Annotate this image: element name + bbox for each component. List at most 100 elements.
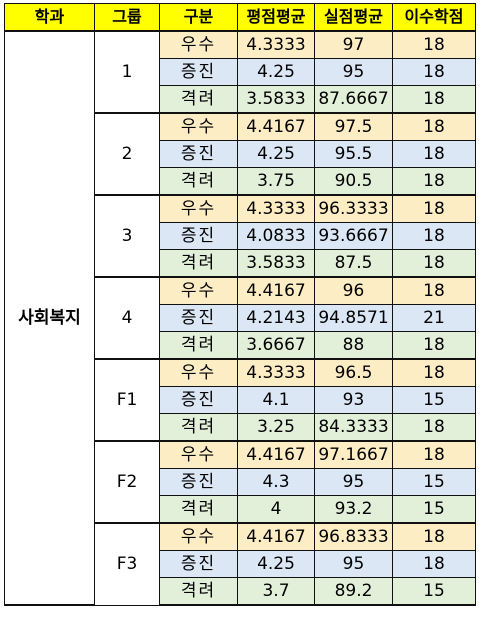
real-score-cell: 95 [314,468,393,496]
gpa-cell: 4.1 [237,386,315,414]
header-type: 구분 [159,3,238,32]
credits-cell: 18 [392,30,476,59]
gpa-cell: 4.0833 [237,222,315,250]
group-cell: F3 [94,522,160,606]
table-row: 증진 4.25 95 18 [5,58,476,86]
gpa-cell: 4.4167 [237,440,315,469]
credits-cell: 18 [392,413,476,442]
type-cell: 우수 [159,30,238,59]
table-row: 증진 4.1 93 15 [5,386,476,414]
gpa-cell: 3.6667 [237,331,315,360]
real-score-cell: 87.5 [314,249,393,278]
header-real: 실점평균 [314,3,393,32]
real-score-cell: 96.3333 [314,194,393,223]
type-cell: 우수 [159,358,238,387]
real-score-cell: 97.5 [314,112,393,141]
gpa-cell: 4.25 [237,140,315,168]
real-score-cell: 84.3333 [314,413,393,442]
group-cell: 3 [94,194,160,278]
dept-cell: 사회복지 [4,30,95,606]
gpa-cell: 3.5833 [237,249,315,278]
type-cell: 격려 [159,167,238,196]
gpa-cell: 3.5833 [237,85,315,114]
credits-cell: 18 [392,358,476,387]
type-cell: 격려 [159,85,238,114]
real-score-cell: 95 [314,550,393,578]
type-cell: 우수 [159,440,238,469]
table-row: 격려 3.5833 87.6667 18 [5,85,476,114]
gpa-cell: 4 [237,495,315,524]
table-row: 격려 3.5833 87.5 18 [5,249,476,278]
gpa-cell: 4.3333 [237,194,315,223]
header-row: 학과 그룹 구분 평점평균 실점평균 이수학점 [4,3,476,32]
real-score-cell: 97 [314,30,393,59]
group-cell: F2 [94,440,160,524]
credits-cell: 18 [392,140,476,168]
type-cell: 우수 [159,112,238,141]
gpa-cell: 4.3 [237,468,315,496]
type-cell: 증진 [159,468,238,496]
table-body: 사회복지 1 우수 4.3333 97 18 증진 4.25 95 18 격려 3.5833 87.66… [4,30,476,606]
group-cell: F1 [94,358,160,442]
credits-cell: 21 [392,304,476,332]
type-cell: 격려 [159,413,238,442]
real-score-cell: 96.5 [314,358,393,387]
header-group: 그룹 [94,3,160,32]
grade-table: 학과 그룹 구분 평점평균 실점평균 이수학점 사회복지 1 우수 4.3333 97 1… [4,3,476,606]
table-row: F3 우수 4.4167 96.8333 18 [5,522,476,606]
real-score-cell: 97.1667 [314,440,393,469]
credits-cell: 18 [392,112,476,141]
type-cell: 증진 [159,550,238,578]
credits-cell: 18 [392,331,476,360]
real-score-cell: 93 [314,386,393,414]
gpa-cell: 4.2143 [237,304,315,332]
gpa-cell: 4.4167 [237,522,315,551]
header-credits: 이수학점 [392,3,476,32]
header-gpa: 평점평균 [237,3,315,32]
real-score-cell: 88 [314,331,393,360]
type-cell: 증진 [159,304,238,332]
credits-cell: 15 [392,495,476,524]
real-score-cell: 96.8333 [314,522,393,551]
real-score-cell: 96 [314,276,393,305]
table-row: 증진 4.0833 93.6667 18 [5,222,476,250]
credits-cell: 18 [392,194,476,223]
real-score-cell: 94.8571 [314,304,393,332]
real-score-cell: 93.2 [314,495,393,524]
type-cell: 격려 [159,331,238,360]
gpa-cell: 4.25 [237,58,315,86]
type-cell: 우수 [159,194,238,223]
type-cell: 증진 [159,222,238,250]
type-cell: 격려 [159,495,238,524]
table-row: 격려 4 93.2 15 [5,495,476,524]
real-score-cell: 87.6667 [314,85,393,114]
gpa-cell: 4.4167 [237,276,315,305]
gpa-cell: 3.7 [237,577,315,606]
table-row: 격려 3.75 90.5 18 [5,167,476,196]
type-cell: 우수 [159,276,238,305]
grade-table-wrapper: 학과 그룹 구분 평점평균 실점평균 이수학점 사회복지 1 우수 4.3333 97 1… [4,3,476,606]
credits-cell: 18 [392,440,476,469]
gpa-cell: 3.25 [237,413,315,442]
gpa-cell: 4.25 [237,550,315,578]
table-row: F2 우수 4.4167 97.1667 18 [5,440,476,524]
real-score-cell: 89.2 [314,577,393,606]
table-row: 4 우수 4.4167 96 18 [5,276,476,360]
group-cell: 2 [94,112,160,196]
table-row: F1 우수 4.3333 96.5 18 [5,358,476,442]
credits-cell: 18 [392,249,476,278]
gpa-cell: 3.75 [237,167,315,196]
gpa-cell: 4.4167 [237,112,315,141]
gpa-cell: 4.3333 [237,30,315,59]
real-score-cell: 90.5 [314,167,393,196]
group-cell: 1 [94,30,160,114]
type-cell: 우수 [159,522,238,551]
real-score-cell: 93.6667 [314,222,393,250]
table-row: 증진 4.25 95.5 18 [5,140,476,168]
credits-cell: 18 [392,276,476,305]
table-row: 사회복지 1 우수 4.3333 97 18 [4,30,476,606]
real-score-cell: 95.5 [314,140,393,168]
type-cell: 증진 [159,140,238,168]
credits-cell: 18 [392,550,476,578]
credits-cell: 15 [392,468,476,496]
